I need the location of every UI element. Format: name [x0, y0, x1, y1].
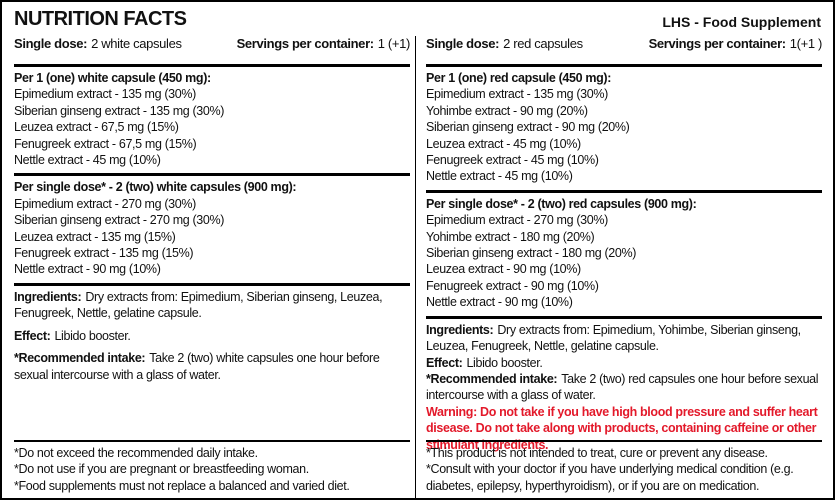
effect-text: Libido booster.: [54, 328, 131, 343]
ingredients-text: Dry extracts from: Epimedium, Siberian g…: [14, 289, 383, 321]
section-heading: Per single dose* - 2 (two) white capsule…: [14, 180, 297, 195]
composition-section: Per single dose* - 2 (two) white capsule…: [14, 176, 410, 286]
single-dose-label: Single dose:: [14, 36, 88, 51]
intake: *Recommended intake: Take 2 (two) white c…: [14, 350, 410, 383]
ingredient-line: Nettle extract - 45 mg (10%): [14, 153, 161, 168]
section-heading: Per 1 (one) red capsule (450 mg):: [426, 71, 612, 85]
single-dose: Single dose: 2 red capsules: [426, 36, 583, 64]
ingredient-line: Yohimbe extract - 180 mg (20%): [426, 229, 595, 244]
intake-label: *Recommended intake:: [14, 351, 146, 366]
ingredient-line: Nettle extract - 90 mg (10%): [14, 262, 161, 277]
effect-label: Effect:: [14, 328, 51, 343]
ingredient-line: Nettle extract - 45 mg (10%): [426, 169, 573, 184]
servings-text: 1(+1 ): [789, 36, 823, 51]
footer-note: *Do not use if you are pregnant or breas…: [14, 462, 309, 477]
ingredients-label: Ingredients:: [426, 322, 494, 337]
dose-row: Single dose: 2 red capsules Servings per c…: [426, 34, 822, 67]
intake: *Recommended intake: Take 2 (two) red cap…: [426, 371, 822, 404]
ingredient-line: Siberian ginseng extract - 180 mg (20%): [426, 246, 637, 261]
ingredient-line: Leuzea extract - 135 mg (15%): [14, 229, 176, 244]
title: NUTRITION FACTS: [14, 8, 187, 30]
ingredient-line: Siberian ginseng extract - 135 mg (30%): [14, 103, 225, 118]
ingredient-line: Siberian ginseng extract - 270 mg (30%): [14, 213, 225, 228]
ingredient-line: Epimedium extract - 270 mg (30%): [426, 213, 608, 228]
single-dose-label: Single dose:: [426, 36, 500, 51]
ingredient-line: Epimedium extract - 135 mg (30%): [14, 87, 196, 102]
footer-note: *Consult with your doctor if you have un…: [426, 462, 794, 493]
intake-label: *Recommended intake:: [426, 371, 558, 386]
section-heading: Per 1 (one) white capsule (450 mg):: [14, 71, 211, 85]
column: Single dose: 2 white capsules Servings per…: [14, 34, 410, 498]
composition-section: Per 1 (one) white capsule (450 mg): Epime…: [14, 67, 410, 177]
composition-section: Per 1 (one) red capsule (450 mg): Epimedi…: [426, 67, 822, 193]
servings-label: Servings per container:: [648, 36, 787, 51]
footer-note: *Food supplements must not replace a bal…: [14, 478, 350, 493]
single-dose-text: 2 red capsules: [503, 36, 583, 51]
ingredient-line: Leuzea extract - 67,5 mg (15%): [14, 120, 179, 135]
column: Single dose: 2 red capsules Servings per c…: [426, 34, 822, 498]
ingredient-line: Fenugreek extract - 90 mg (10%): [426, 278, 599, 293]
servings: Servings per container: 1(+1 ): [648, 36, 823, 64]
composition-section: Per single dose* - 2 (two) red capsules …: [426, 193, 822, 319]
effect-text: Libido booster.: [466, 355, 543, 370]
intake-text: Take 2 (two) white capsules one hour bef…: [14, 351, 380, 382]
info-block: Ingredients: Dry extracts from: Epimedium…: [426, 319, 822, 453]
dose-row: Single dose: 2 white capsules Servings per…: [14, 34, 410, 67]
ingredient-line: Fenugreek extract - 135 mg (15%): [14, 246, 194, 261]
ingredient-line: Epimedium extract - 270 mg (30%): [14, 196, 196, 211]
subtitle: LHS - Food Supplement: [662, 14, 821, 30]
footer: *Do not exceed the recommended daily int…: [14, 440, 410, 494]
footer: *This product is not intended to treat, …: [426, 440, 822, 494]
footer-note: *This product is not intended to treat, …: [426, 446, 768, 460]
effect: Effect: Libido booster.: [426, 355, 822, 371]
footer-note: *Do not exceed the recommended daily int…: [14, 446, 258, 460]
single-dose-text: 2 white capsules: [91, 36, 182, 51]
ingredient-line: Leuzea extract - 45 mg (10%): [426, 136, 581, 151]
servings-label: Servings per container:: [236, 36, 375, 51]
single-dose: Single dose: 2 white capsules: [14, 36, 182, 64]
divider: [415, 36, 416, 498]
servings-text: 1 (+1): [377, 36, 411, 51]
ingredient-line: Nettle extract - 90 mg (10%): [426, 295, 573, 310]
ingredient-line: Leuzea extract - 90 mg (10%): [426, 262, 581, 277]
intake-text: Take 2 (two) red capsules one hour befor…: [426, 371, 819, 403]
info-block: Ingredients: Dry extracts from: Epimedium…: [14, 286, 410, 383]
ingredients: Ingredients: Dry extracts from: Epimedium…: [426, 322, 822, 355]
effect: Effect: Libido booster.: [14, 328, 410, 344]
ingredients-label: Ingredients:: [14, 289, 82, 304]
ingredients: Ingredients: Dry extracts from: Epimedium…: [14, 289, 410, 322]
ingredient-line: Epimedium extract - 135 mg (30%): [426, 87, 608, 102]
ingredient-line: Siberian ginseng extract - 90 mg (20%): [426, 120, 630, 135]
ingredient-line: Fenugreek extract - 67,5 mg (15%): [14, 136, 197, 151]
ingredient-line: Fenugreek extract - 45 mg (10%): [426, 153, 599, 168]
ingredient-line: Yohimbe extract - 90 mg (20%): [426, 103, 588, 118]
servings: Servings per container: 1 (+1): [236, 36, 411, 64]
ingredients-text: Dry extracts from: Epimedium, Yohimbe, S…: [426, 322, 801, 354]
section-heading: Per single dose* - 2 (two) red capsules …: [426, 196, 697, 211]
effect-label: Effect:: [426, 355, 463, 370]
